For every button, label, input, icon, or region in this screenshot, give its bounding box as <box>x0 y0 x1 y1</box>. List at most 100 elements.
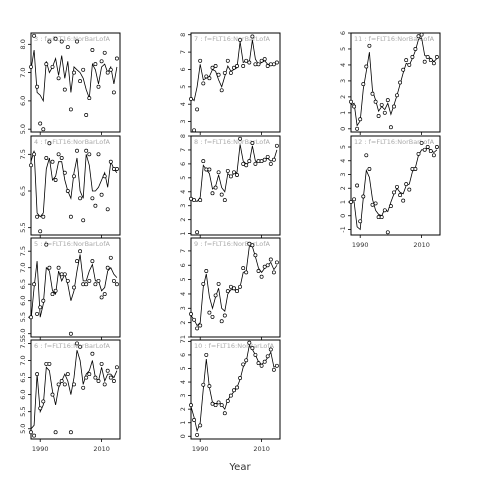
data-point <box>274 363 279 368</box>
data-point <box>274 143 279 148</box>
data-point <box>268 257 273 262</box>
data-point <box>53 430 58 435</box>
data-point <box>99 192 104 197</box>
y-tick-label: 2 <box>179 218 187 222</box>
data-point <box>32 152 37 157</box>
data-point <box>56 76 61 81</box>
data-point <box>349 200 353 204</box>
data-point <box>216 281 221 286</box>
data-point <box>32 33 37 38</box>
panel-6: 8 : f=FLT16:NorBarLofA 1 2 3 4 5 6 7 8 <box>179 134 281 238</box>
y-tick-label: 7.5 <box>19 338 27 348</box>
data-point <box>370 202 375 207</box>
panel-5: 7 : f=FLT16:NorBarLofA 3 4 5 6 7 8 <box>179 32 281 135</box>
y-tick-label: 4 <box>339 63 347 67</box>
data-point <box>416 34 421 39</box>
data-point <box>213 403 218 408</box>
data-point <box>247 159 252 164</box>
data-point <box>398 193 403 198</box>
data-point <box>235 385 239 390</box>
data-point <box>213 293 218 298</box>
data-point <box>53 288 58 293</box>
data-point <box>419 32 424 37</box>
y-tick-label: 5.0 <box>19 124 27 134</box>
data-point <box>238 37 243 42</box>
y-tick-label: 5.5 <box>19 407 27 417</box>
y-tick-label: 1 <box>339 111 347 115</box>
data-point <box>404 182 409 187</box>
data-point <box>367 43 372 48</box>
data-point <box>35 214 40 219</box>
data-point <box>222 70 227 75</box>
y-tick-label: 5 <box>179 366 187 370</box>
data-point <box>413 47 418 51</box>
y-tick-label: 6 <box>179 67 187 71</box>
data-point <box>410 55 415 59</box>
data-point <box>262 264 267 269</box>
y-tick-label: 6.5 <box>19 186 27 196</box>
y-tick-label: 3 <box>339 172 347 176</box>
y-tick-label: 6.0 <box>19 296 27 306</box>
data-point <box>235 64 239 68</box>
data-point <box>395 93 399 98</box>
y-tick-label: 2 <box>339 95 347 99</box>
series-line <box>31 49 118 103</box>
data-point <box>78 344 83 349</box>
data-point <box>232 65 236 70</box>
y-tick-label: 6.5 <box>19 372 27 382</box>
data-point <box>198 198 203 203</box>
panel-label: 6 : f=FLT16:NorBarLofA <box>34 342 110 350</box>
data-point <box>114 365 119 370</box>
data-point <box>382 110 387 115</box>
data-point <box>29 64 33 69</box>
data-point <box>259 363 264 368</box>
y-tick-label: 7.5 <box>19 246 27 256</box>
data-point <box>210 191 215 196</box>
data-point <box>382 208 387 213</box>
data-point <box>192 317 197 322</box>
panel-frame <box>190 32 281 133</box>
data-point <box>50 64 55 69</box>
data-point <box>216 400 221 405</box>
y-tick-label: 8.0 <box>19 39 27 49</box>
data-point <box>268 161 273 166</box>
series-line <box>191 39 278 102</box>
y-tick-label: 7 <box>179 249 187 253</box>
panel-label: 11 : f=FLT16:NorBarLofA <box>354 35 435 43</box>
data-point <box>114 56 119 61</box>
data-point <box>90 196 95 201</box>
data-point <box>105 70 110 75</box>
data-point <box>204 74 209 79</box>
data-point <box>431 61 436 66</box>
data-point <box>38 121 43 126</box>
panel-frame <box>30 135 121 236</box>
data-point <box>84 282 89 287</box>
panel-label: 3 : f=FLT16:NorBarLofA <box>34 35 110 43</box>
data-point <box>434 55 439 59</box>
data-point <box>65 278 70 283</box>
data-point <box>44 242 49 247</box>
data-point <box>62 87 67 92</box>
data-point <box>401 198 406 203</box>
data-point <box>256 269 261 273</box>
data-point <box>428 149 433 154</box>
data-point <box>102 174 107 179</box>
y-tick-label: 4 <box>179 292 187 296</box>
data-point <box>93 282 98 287</box>
data-point <box>238 284 243 289</box>
data-point <box>235 173 239 177</box>
data-point <box>238 376 243 380</box>
data-point <box>108 67 113 72</box>
data-point <box>50 292 55 297</box>
data-point <box>102 382 107 387</box>
data-point <box>265 263 270 268</box>
panel-label: 9 : f=FLT16:NorBarLofA <box>194 240 270 248</box>
y-tick-label: 4 <box>179 380 187 384</box>
data-point <box>44 156 49 160</box>
data-point <box>379 215 384 220</box>
data-point <box>90 351 95 356</box>
data-point <box>201 382 206 387</box>
data-point <box>56 152 61 157</box>
series-line <box>191 344 278 433</box>
